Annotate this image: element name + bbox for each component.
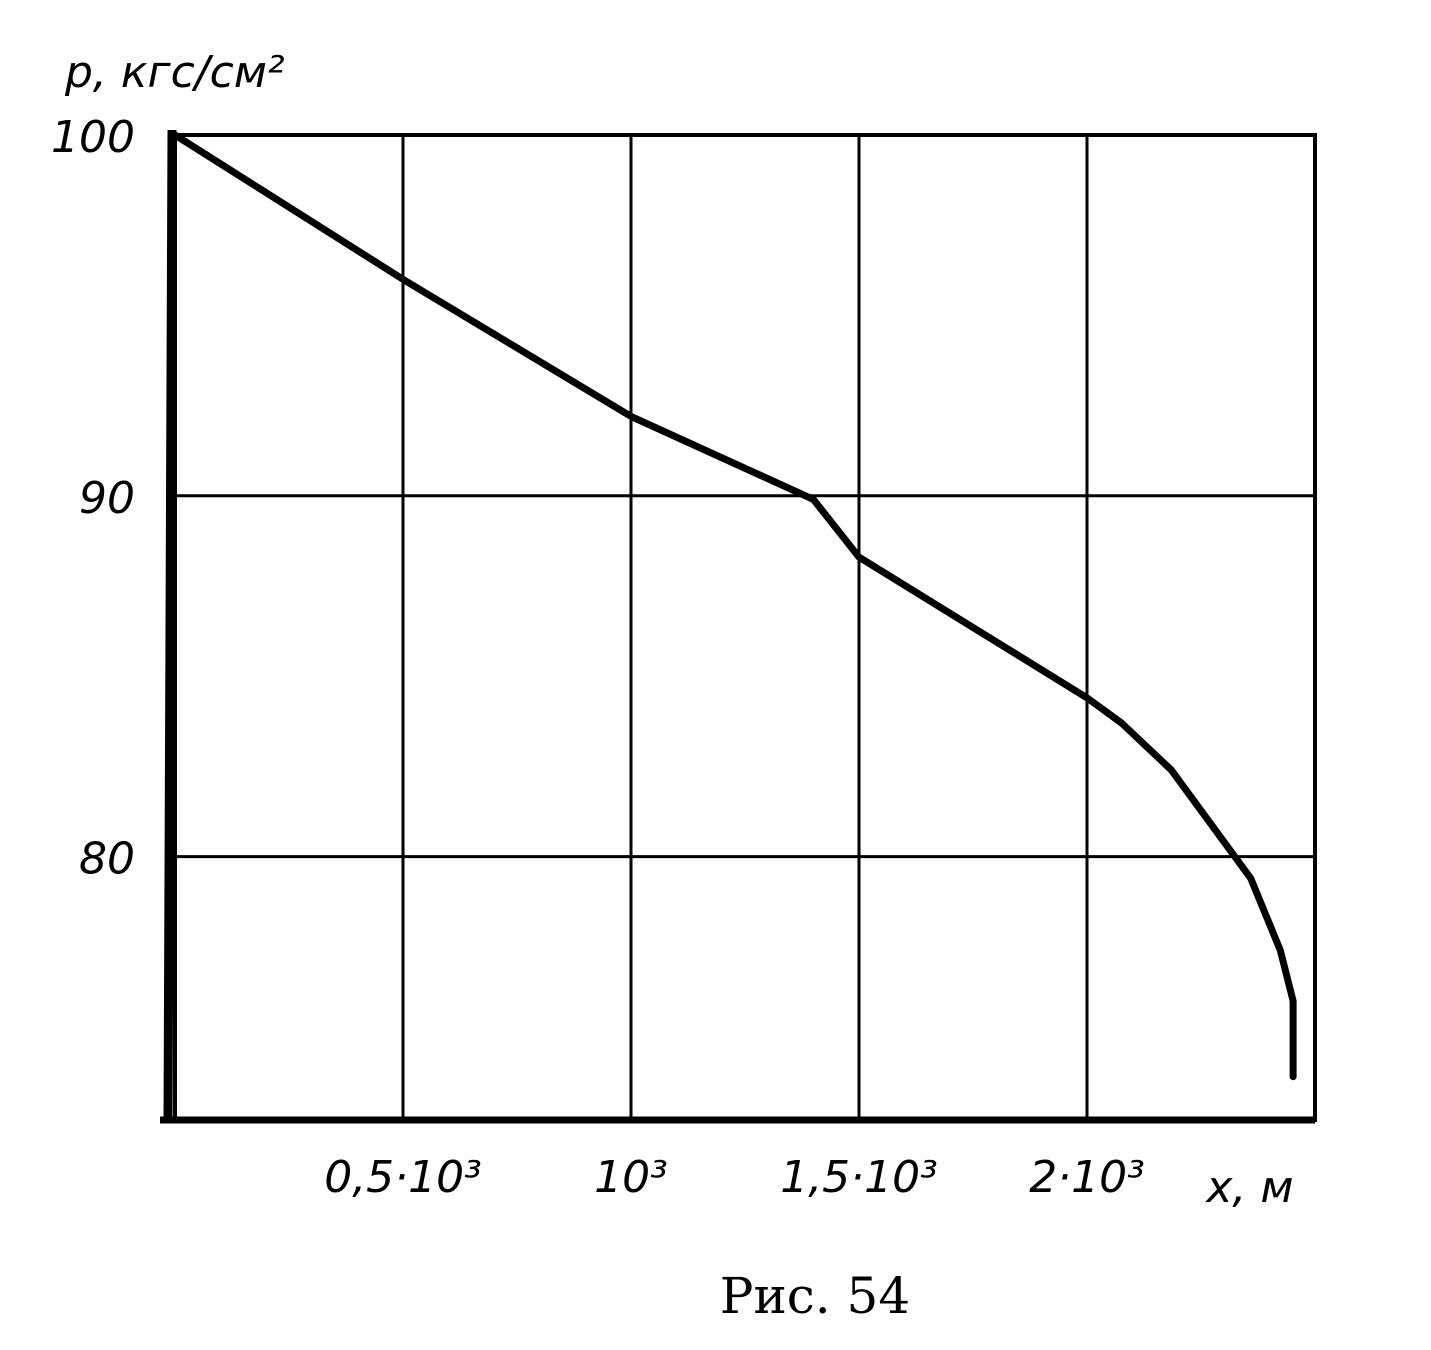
x-tick-label: 10³: [594, 1152, 668, 1203]
x-tick-label: 2·10³: [1029, 1152, 1145, 1203]
y-axis-label: p, кгс/см²: [64, 47, 285, 98]
x-tick-label: 0,5·10³: [324, 1152, 482, 1203]
x-tick-label: 1,5·10³: [780, 1152, 938, 1203]
y-tick-label: 100: [51, 112, 135, 163]
plot-frame: [173, 133, 1317, 1122]
y-tick-label: 90: [79, 473, 135, 524]
data-line: [171, 131, 1297, 1081]
x-axis-label: x, м: [1204, 1162, 1293, 1213]
y-axis: [163, 129, 177, 1123]
caption: Рис. 54: [720, 1267, 910, 1325]
y-tick-label: 80: [79, 834, 135, 885]
